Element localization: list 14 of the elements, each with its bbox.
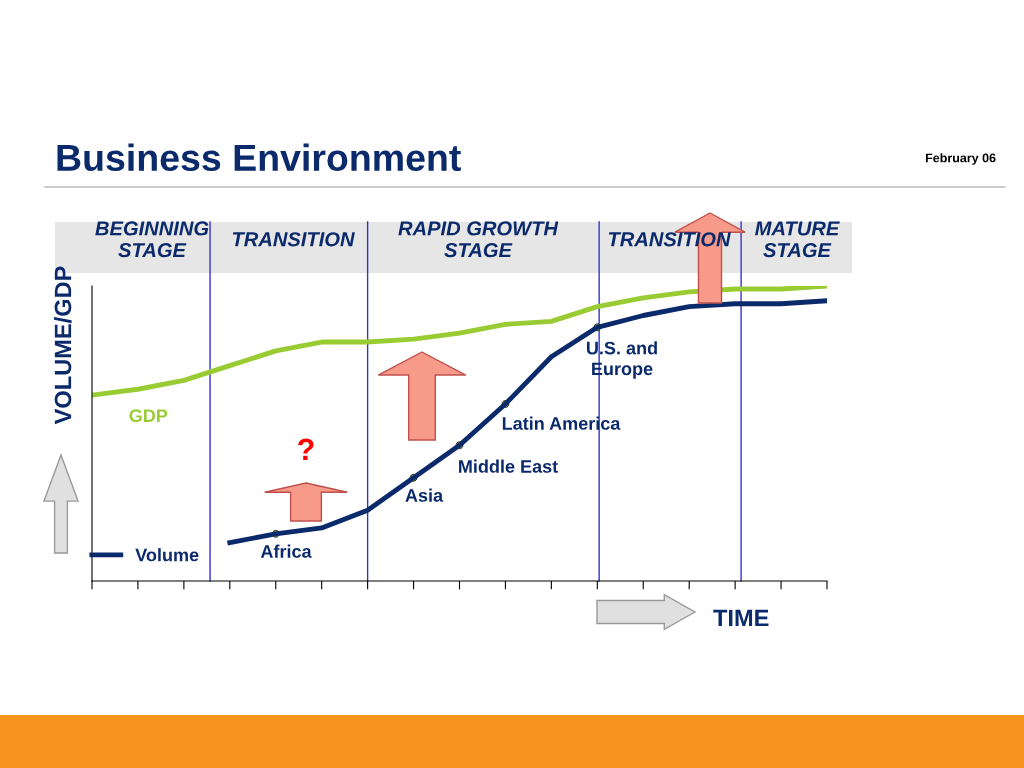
legend-label: Volume <box>135 548 199 562</box>
text: TRANSITION <box>232 232 355 247</box>
annotation: Middle East <box>459 459 558 473</box>
text: BEGINNING STAGE <box>95 221 209 258</box>
chart-title: Business Environment <box>57 143 461 172</box>
text: MATURE STAGE <box>755 221 840 258</box>
x-axis-title: TIME <box>713 609 769 627</box>
text: RAPID GROWTH STAGE <box>398 221 559 258</box>
annotation: Africa <box>260 544 312 558</box>
annotation: ? <box>298 438 314 460</box>
text: February 06 <box>925 153 996 165</box>
annotation: Asia <box>405 488 444 502</box>
series-label: GDP <box>129 409 168 423</box>
y-axis-title: VOLUME/GDP <box>54 266 72 425</box>
